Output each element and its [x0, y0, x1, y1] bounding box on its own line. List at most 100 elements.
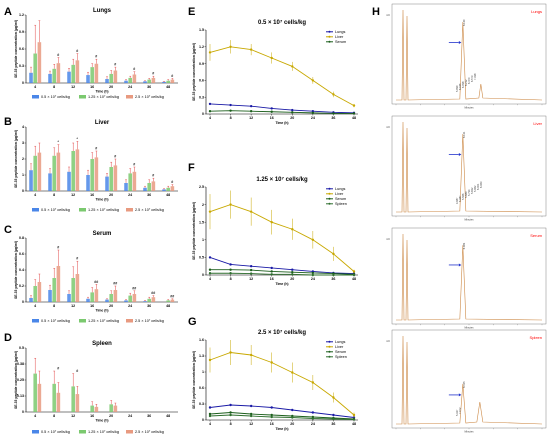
point-liver — [249, 210, 253, 213]
significance-mark: # — [133, 67, 135, 71]
y-tick-label: 2 — [202, 203, 204, 207]
y-tick-label: 0.8 — [19, 236, 24, 240]
peak-label: 6.045 — [458, 83, 462, 90]
line-spleen — [210, 272, 354, 276]
y-axis-label: SE-33 peptide concentration (μg/ml) — [14, 20, 18, 78]
bar-2.5-20 — [113, 70, 118, 83]
x-tick-label: 12 — [249, 277, 253, 281]
point-spleen — [311, 417, 315, 420]
point-serum — [229, 411, 232, 414]
point-serum — [270, 110, 273, 113]
bar-1.25-36 — [147, 298, 151, 302]
x-tick-label: 12 — [249, 422, 253, 426]
point-serum — [208, 412, 212, 416]
x-tick-label: 8 — [230, 422, 232, 426]
point-lungs — [229, 403, 232, 407]
y-tick-label: 0.3 — [199, 402, 204, 406]
panel-title: 2.5 × 10⁷ cells/kg — [258, 330, 306, 336]
x-tick-label: 8 — [53, 304, 55, 308]
legend-marker — [328, 350, 331, 353]
y-axis-label: SE-33 peptide concentration (μg/ml) — [14, 241, 18, 299]
bar-0.5-24 — [124, 183, 128, 191]
peak-label: 7.338 — [473, 73, 477, 80]
point-lungs — [291, 268, 294, 271]
point-lungs — [270, 107, 273, 110]
point-lungs — [229, 103, 232, 107]
bar-2.5-4 — [37, 282, 42, 302]
bar-2.5-8 — [56, 266, 61, 302]
x-axis-label: Time (h) — [95, 198, 108, 202]
x-axis-label: Time (h) — [275, 121, 288, 125]
peak-label: 4.987 — [455, 197, 459, 204]
bar-2.5-4 — [37, 152, 42, 191]
legend-label: Serum — [335, 350, 346, 354]
point-lungs — [208, 256, 212, 259]
bar-1.25-16 — [90, 159, 94, 191]
bar-1.25-24 — [128, 295, 132, 302]
y-tick-label: 1 — [22, 173, 24, 177]
legend-label: 2.5 × 10⁷ cells/kg — [135, 430, 164, 434]
significance-mark: # — [114, 63, 116, 67]
y-tick-label: 0.6 — [199, 79, 204, 83]
significance-mark: # — [95, 147, 97, 151]
peak-label: 6.149 — [462, 19, 466, 26]
bar-0.5-8 — [48, 173, 52, 191]
bar-1.25-8 — [52, 278, 56, 302]
point-spleen — [208, 272, 212, 275]
bar-0.5-8 — [48, 73, 52, 83]
bar-0.5-20 — [105, 299, 109, 302]
panel-letter-d: D — [4, 332, 12, 344]
point-serum — [332, 112, 335, 115]
bar-2.5-16 — [94, 157, 99, 191]
peak-label: 5.999 — [455, 85, 459, 92]
chromatogram-title: Serum — [530, 233, 542, 238]
point-spleen — [229, 413, 232, 417]
x-tick-label: 20 — [109, 414, 113, 418]
x-tick-label: 36 — [147, 304, 151, 308]
bar-1.25-36 — [147, 183, 151, 191]
point-liver — [332, 252, 335, 256]
bar-0.5-16 — [86, 298, 90, 302]
point-spleen — [332, 273, 335, 277]
point-spleen — [229, 272, 232, 275]
bar-0.5-4 — [29, 298, 33, 302]
peak-arrowhead — [458, 393, 462, 397]
significance-mark: # — [133, 163, 135, 167]
peak-label: 6.105 — [462, 381, 466, 388]
legend-marker — [328, 355, 331, 358]
significance-mark: # — [76, 257, 78, 261]
peak-label: 5.794 — [467, 189, 471, 196]
significance-mark: # — [171, 74, 173, 78]
bar-2.5-8 — [56, 152, 61, 191]
legend-marker — [328, 192, 331, 195]
point-liver — [208, 358, 212, 362]
bar-0.5-12 — [67, 171, 71, 191]
y-tick-label: 0.13 — [17, 394, 24, 398]
peak-label: 6.470 — [467, 77, 471, 84]
peak-label: 5.822 — [470, 187, 474, 194]
significance-mark: ## — [113, 282, 117, 286]
bar-2.5-12 — [75, 149, 80, 191]
legend-label: Spleen — [335, 355, 347, 359]
x-tick-label: 16 — [90, 304, 94, 308]
peak-label: 6.063 — [479, 181, 483, 188]
y-tick-label: 1.5 — [199, 220, 204, 224]
bar-1.25-48 — [166, 80, 170, 83]
y-axis-unit: mV — [386, 339, 390, 343]
line-lungs — [209, 404, 355, 418]
x-axis-label: Minutes — [464, 218, 474, 222]
bar-2.5-16 — [94, 406, 99, 412]
bar-2.5-12 — [75, 60, 80, 83]
point-serum — [352, 112, 356, 115]
bar-2.5-8 — [56, 63, 61, 83]
point-liver — [291, 228, 294, 231]
line-serum — [210, 269, 355, 275]
bar-0.5-36 — [143, 187, 147, 191]
bar-0.5-4 — [29, 72, 33, 83]
y-tick-label: 1 — [202, 370, 204, 374]
y-tick-label: 0.6 — [19, 47, 24, 51]
line-lungs — [209, 256, 355, 275]
legend-swatch — [126, 430, 133, 434]
chromatogram-title: Spleen — [530, 335, 542, 340]
point-lungs — [311, 411, 315, 414]
